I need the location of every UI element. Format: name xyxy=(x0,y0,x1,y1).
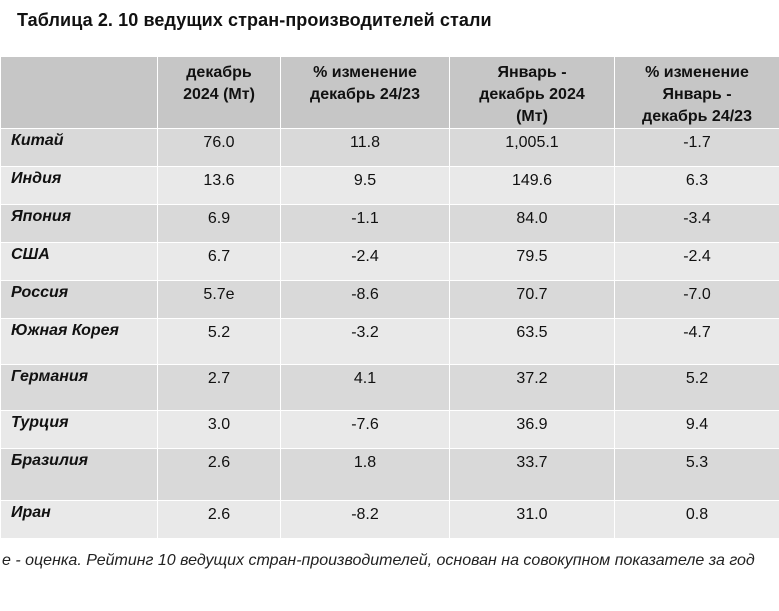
year-change-cell: -4.7 xyxy=(614,318,779,365)
year-value-cell: 37.2 xyxy=(449,364,615,411)
country-cell: Индия xyxy=(0,166,158,205)
december-change-cell: -3.2 xyxy=(280,318,450,365)
year-value-cell: 36.9 xyxy=(449,410,615,449)
december-value-cell: 5.7e xyxy=(157,280,281,319)
december-value-cell: 2.6 xyxy=(157,500,281,539)
table-header-row: декабрь 2024 (Мт) % изменение декабрь 24/2… xyxy=(0,56,779,129)
year-value-cell: 33.7 xyxy=(449,448,615,501)
year-change-cell: 6.3 xyxy=(614,166,779,205)
country-cell: Турция xyxy=(0,410,158,449)
country-cell: США xyxy=(0,242,158,281)
header-december: декабрь 2024 (Мт) xyxy=(157,56,281,129)
header-december-change: % изменение декабрь 24/23 xyxy=(280,56,450,129)
year-value-cell: 31.0 xyxy=(449,500,615,539)
year-value-cell: 63.5 xyxy=(449,318,615,365)
year-change-cell: -7.0 xyxy=(614,280,779,319)
december-value-cell: 3.0 xyxy=(157,410,281,449)
december-change-cell: -1.1 xyxy=(280,204,450,243)
header-year: Январь - декабрь 2024 (Мт) xyxy=(449,56,615,129)
december-change-cell: -8.6 xyxy=(280,280,450,319)
december-change-cell: 11.8 xyxy=(280,128,450,167)
year-value-cell: 79.5 xyxy=(449,242,615,281)
december-value-cell: 6.9 xyxy=(157,204,281,243)
year-value-cell: 1,005.1 xyxy=(449,128,615,167)
table-row: Бразилия 2.6 1.8 33.7 5.3 xyxy=(0,448,779,501)
year-change-cell: -2.4 xyxy=(614,242,779,281)
december-value-cell: 2.6 xyxy=(157,448,281,501)
country-cell: Япония xyxy=(0,204,158,243)
country-cell: Россия xyxy=(0,280,158,319)
header-year-change: % изменение Январь - декабрь 24/23 xyxy=(614,56,779,129)
table-row: Китай 76.0 11.8 1,005.1 -1.7 xyxy=(0,128,779,167)
year-change-cell: 5.2 xyxy=(614,364,779,411)
table-row: Южная Корея 5.2 -3.2 63.5 -4.7 xyxy=(0,318,779,365)
year-value-cell: 84.0 xyxy=(449,204,615,243)
steel-producers-table: декабрь 2024 (Мт) % изменение декабрь 24/2… xyxy=(0,56,779,539)
december-value-cell: 76.0 xyxy=(157,128,281,167)
december-value-cell: 6.7 xyxy=(157,242,281,281)
year-value-cell: 70.7 xyxy=(449,280,615,319)
country-cell: Иран xyxy=(0,500,158,539)
table-row: Иран 2.6 -8.2 31.0 0.8 xyxy=(0,500,779,539)
december-value-cell: 5.2 xyxy=(157,318,281,365)
year-value-cell: 149.6 xyxy=(449,166,615,205)
year-change-cell: 0.8 xyxy=(614,500,779,539)
december-change-cell: 4.1 xyxy=(280,364,450,411)
footnote: e - оценка. Рейтинг 10 ведущих стран-про… xyxy=(2,552,755,569)
table-row: Германия 2.7 4.1 37.2 5.2 xyxy=(0,364,779,411)
header-country xyxy=(0,56,158,129)
december-change-cell: 1.8 xyxy=(280,448,450,501)
table-row: Россия 5.7e -8.6 70.7 -7.0 xyxy=(0,280,779,319)
year-change-cell: -3.4 xyxy=(614,204,779,243)
december-change-cell: -7.6 xyxy=(280,410,450,449)
december-change-cell: -8.2 xyxy=(280,500,450,539)
december-value-cell: 2.7 xyxy=(157,364,281,411)
table-row: США 6.7 -2.4 79.5 -2.4 xyxy=(0,242,779,281)
country-cell: Бразилия xyxy=(0,448,158,501)
table-body: Китай 76.0 11.8 1,005.1 -1.7 Индия 13.6 9.5 149.… xyxy=(0,128,779,539)
table-title: Таблица 2. 10 ведущих стран-производител… xyxy=(17,10,492,30)
december-change-cell: 9.5 xyxy=(280,166,450,205)
country-cell: Южная Корея xyxy=(0,318,158,365)
table-row: Япония 6.9 -1.1 84.0 -3.4 xyxy=(0,204,779,243)
country-cell: Германия xyxy=(0,364,158,411)
year-change-cell: 5.3 xyxy=(614,448,779,501)
country-cell: Китай xyxy=(0,128,158,167)
december-value-cell: 13.6 xyxy=(157,166,281,205)
december-change-cell: -2.4 xyxy=(280,242,450,281)
table-row: Индия 13.6 9.5 149.6 6.3 xyxy=(0,166,779,205)
year-change-cell: -1.7 xyxy=(614,128,779,167)
year-change-cell: 9.4 xyxy=(614,410,779,449)
table-row: Турция 3.0 -7.6 36.9 9.4 xyxy=(0,410,779,449)
